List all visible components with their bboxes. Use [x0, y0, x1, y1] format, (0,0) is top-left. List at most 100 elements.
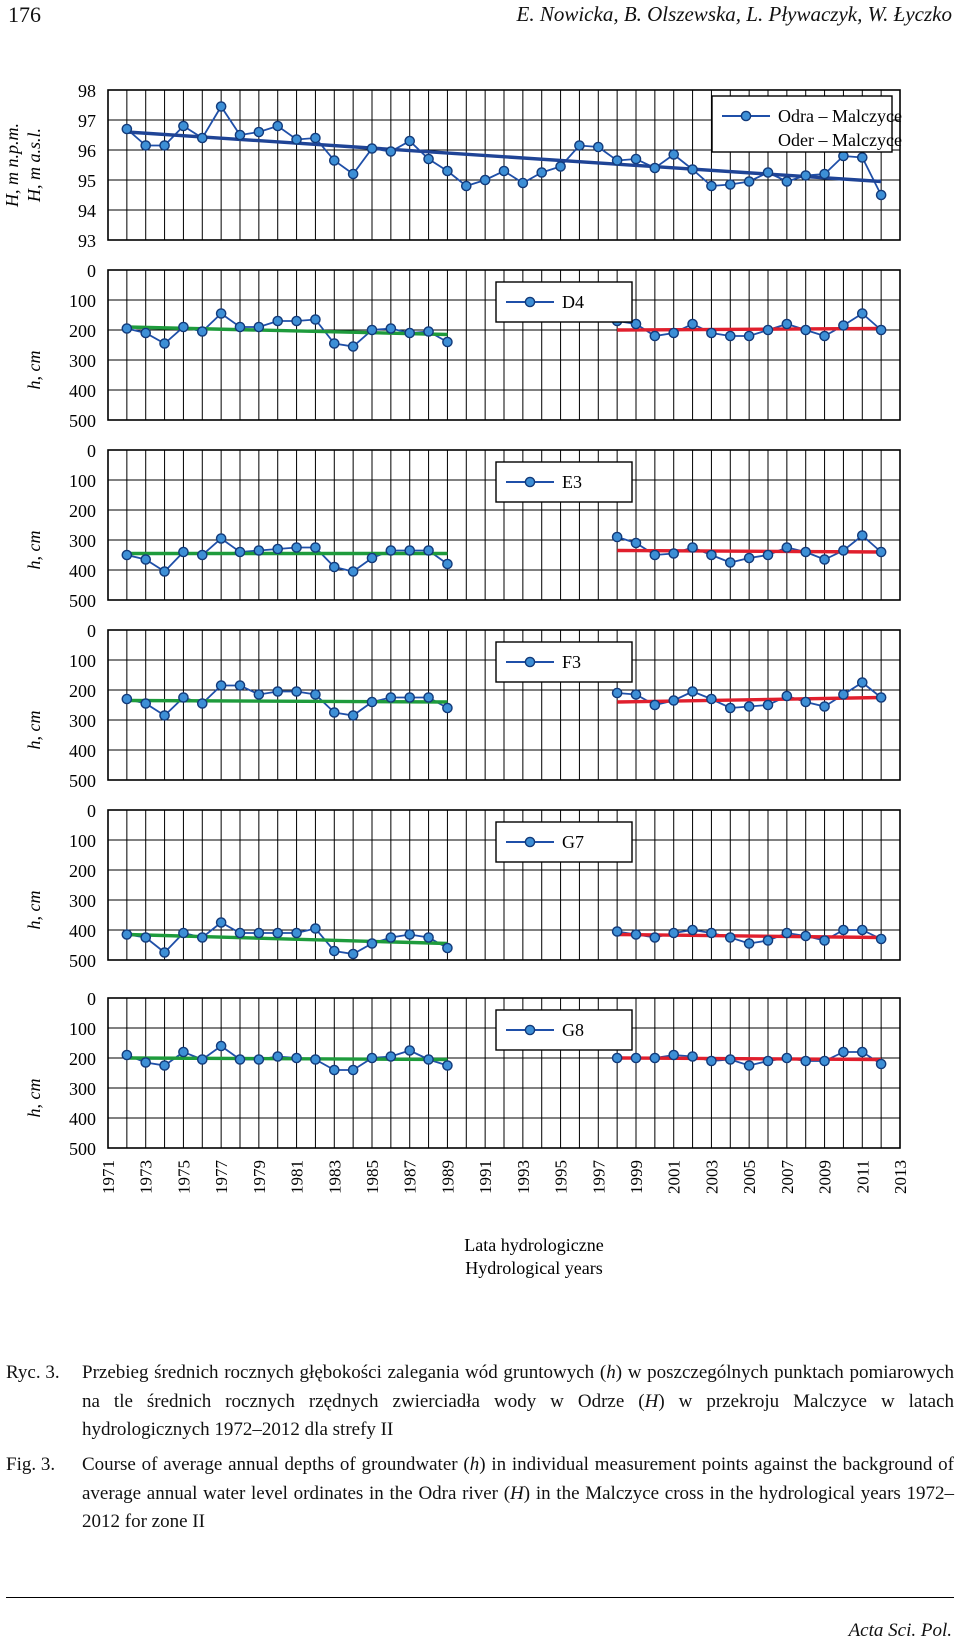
data-point: [215, 917, 227, 928]
x-tick-label: 1999: [627, 1160, 646, 1194]
data-point: [856, 152, 868, 163]
data-point: [630, 689, 642, 700]
data-point: [347, 1064, 359, 1076]
y-axis-label: h, cm: [24, 351, 44, 390]
data-point: [291, 686, 302, 697]
data-point: [385, 545, 397, 556]
groundwater-chart: 98 97 96 95 94 93 H, m n.p.m. H, m a.s.l. Odra –…: [2, 81, 910, 1278]
trend-line: [617, 695, 882, 704]
data-point: [649, 699, 661, 711]
caption-english-text: Course of average annual depths of groun…: [82, 1451, 954, 1537]
data-point: [875, 189, 887, 201]
y-tick-label: 300: [69, 531, 96, 551]
data-point: [668, 695, 680, 706]
trend-line: [617, 326, 882, 332]
x-tick-label: 1997: [589, 1160, 608, 1195]
panel-d4: 0 100 200 300 400 500 h, cm D4: [24, 261, 901, 431]
caption-fragment: Course of average annual depths of groun…: [82, 1454, 470, 1475]
data-point: [630, 318, 642, 330]
data-point: [555, 161, 566, 172]
data-point: [366, 552, 378, 564]
panel-f3: 0 100 200 300 400 500 h, cm F3: [24, 621, 901, 791]
legend-label: E3: [562, 472, 582, 492]
data-point: [856, 1046, 868, 1058]
y-axis-label: h, cm: [24, 891, 44, 930]
data-point: [347, 948, 359, 960]
data-point: [404, 929, 416, 940]
data-point: [234, 546, 246, 558]
data-point: [140, 698, 152, 709]
data-point: [762, 935, 774, 946]
y-tick-label: 200: [69, 681, 96, 701]
data-point: [328, 707, 340, 718]
data-point: [838, 924, 849, 936]
data-point: [291, 542, 302, 553]
data-point: [215, 680, 227, 691]
data-point: [442, 336, 453, 348]
x-tick-label: 1979: [250, 1160, 269, 1194]
legend-marker: [524, 296, 536, 308]
y-tick-label: 0: [87, 261, 96, 281]
data-point: [423, 545, 434, 556]
data-point: [328, 945, 340, 957]
data-point: [743, 701, 755, 712]
data-point: [404, 327, 416, 339]
data-point: [687, 318, 698, 330]
data-point: [536, 167, 548, 178]
data-point: [423, 326, 434, 337]
data-point: [272, 120, 284, 132]
data-point: [460, 180, 472, 192]
y-tick-label: 0: [87, 801, 96, 821]
data-point: [875, 692, 887, 703]
data-point: [724, 702, 736, 714]
data-point: [140, 1057, 152, 1068]
y-tick-label: 98: [78, 81, 96, 101]
y-tick-label: 400: [69, 381, 96, 401]
data-point: [800, 546, 812, 558]
data-point: [856, 677, 868, 688]
data-point: [215, 1040, 227, 1052]
data-point: [687, 1051, 698, 1062]
data-point: [781, 542, 793, 553]
caption-polish-text: Przebieg średnich rocznych głębokości za…: [82, 1359, 954, 1445]
data-point: [140, 554, 152, 565]
data-point: [366, 143, 378, 154]
caption-fragment: ) in individual measurement points again…: [82, 1454, 954, 1504]
x-tick-label: 1991: [476, 1160, 495, 1194]
data-point: [762, 699, 774, 711]
x-tick-label: 1993: [514, 1160, 533, 1194]
y-tick-label: 93: [78, 231, 96, 251]
data-point: [630, 1052, 642, 1064]
x-tick-label: 2013: [891, 1160, 910, 1194]
data-point: [743, 330, 755, 342]
data-point: [159, 1060, 170, 1071]
data-point: [442, 702, 453, 714]
data-point: [856, 530, 868, 541]
data-point: [706, 549, 717, 561]
caption-fragment: H: [510, 1482, 524, 1504]
y-tick-label: 300: [69, 891, 96, 911]
x-tick-label: 1989: [438, 1160, 457, 1194]
data-point: [196, 1054, 208, 1065]
data-point: [196, 132, 208, 144]
data-point: [724, 557, 736, 568]
y-tick-label: 100: [69, 831, 96, 851]
data-point: [611, 926, 623, 937]
data-point: [178, 1046, 189, 1058]
x-tick-label: 2003: [702, 1160, 721, 1194]
data-point: [762, 1055, 774, 1067]
data-point: [234, 1054, 246, 1065]
data-point: [762, 549, 774, 561]
trend-line: [617, 1056, 882, 1062]
data-point: [347, 168, 359, 180]
data-point: [762, 167, 774, 178]
y-axis-label: H, m n.p.m.: [2, 123, 22, 208]
trend-line: [126, 698, 448, 704]
data-point: [687, 924, 698, 936]
data-point: [706, 1055, 717, 1067]
data-point: [442, 165, 453, 177]
data-point: [668, 327, 680, 339]
data-point: [291, 927, 302, 939]
data-point: [310, 542, 321, 553]
data-point: [724, 330, 736, 342]
